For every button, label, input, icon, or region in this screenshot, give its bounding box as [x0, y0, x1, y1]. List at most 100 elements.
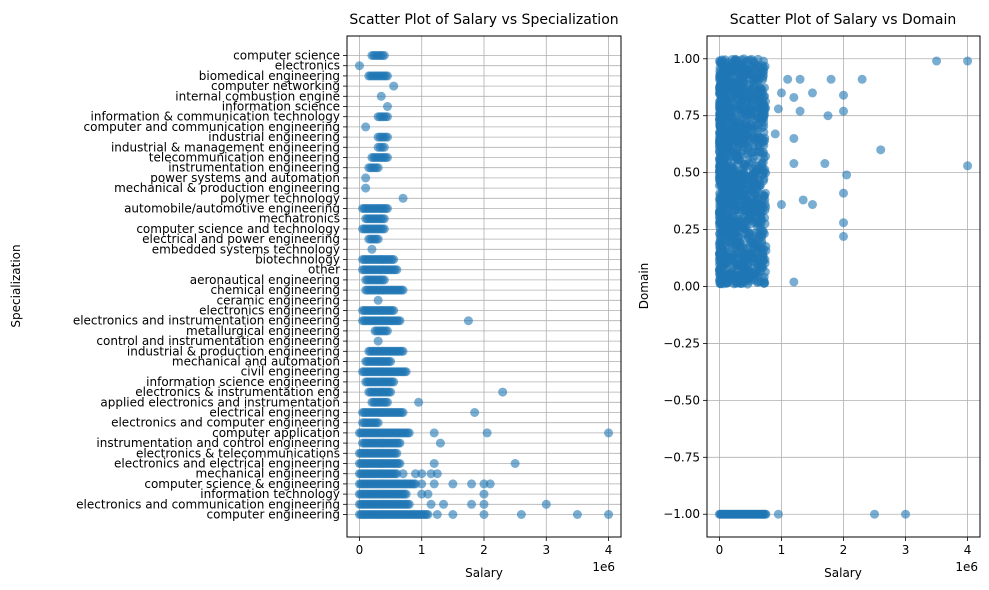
data-point [426, 499, 436, 509]
data-point [776, 200, 786, 210]
y-tick-label: electronics and computer engineering [111, 416, 340, 430]
data-point [795, 106, 805, 116]
data-point [839, 188, 848, 198]
data-point [752, 74, 762, 84]
x-tick-label: 1 [778, 543, 786, 557]
data-point [740, 69, 750, 79]
data-point [739, 60, 749, 70]
domain-y-axis-label: Domain [637, 263, 651, 310]
data-point [398, 469, 408, 479]
data-point [870, 509, 880, 519]
data-point [395, 438, 405, 448]
data-point [373, 336, 383, 346]
data-point [498, 387, 508, 397]
data-point [398, 285, 408, 295]
data-point [401, 367, 411, 377]
x-tick-label: 4 [605, 543, 613, 557]
y-tick-label: electronics & telecommunications [136, 446, 340, 460]
data-point [741, 230, 751, 240]
data-point [382, 153, 392, 162]
data-point [373, 295, 383, 305]
data-point [432, 510, 442, 519]
data-point [392, 448, 402, 458]
data-point [714, 168, 724, 178]
y-tick-label: mechanical and automation [172, 355, 340, 369]
x-tick-label: 3 [542, 543, 550, 557]
data-point [732, 147, 742, 157]
data-point [435, 438, 445, 448]
data-point [417, 489, 427, 499]
data-point [876, 145, 886, 155]
data-point [759, 191, 769, 201]
specialization-x-offset-label: 1e6 [592, 560, 615, 574]
data-point [776, 88, 786, 98]
y-tick-label: internal combustion engine [175, 89, 340, 103]
data-point [404, 428, 414, 438]
data-point [839, 90, 848, 100]
data-point [382, 326, 392, 336]
data-point [751, 93, 761, 103]
data-point [750, 267, 760, 277]
data-point [398, 193, 408, 203]
data-point [857, 74, 867, 84]
data-point [760, 267, 770, 277]
data-point [398, 346, 408, 356]
domain-x-offset-label: 1e6 [955, 560, 978, 574]
data-point [770, 129, 780, 139]
y-tick-label: mechanical & production engineering [114, 181, 340, 195]
y-tick-label: −0.25 [663, 336, 700, 350]
data-point [361, 173, 371, 183]
y-tick-label: civil engineering [241, 365, 340, 379]
data-point [715, 177, 725, 187]
x-tick-label: 0 [356, 543, 364, 557]
y-tick-label: 0.00 [673, 280, 700, 294]
data-point [389, 81, 399, 91]
data-point [737, 96, 747, 106]
y-tick-label: −0.75 [663, 450, 700, 464]
data-point [389, 255, 399, 264]
x-tick-label: 4 [964, 543, 972, 557]
data-point [798, 195, 808, 205]
data-point [429, 459, 439, 468]
data-point [354, 61, 364, 71]
data-point [716, 71, 726, 81]
data-point [738, 197, 748, 207]
data-point [795, 74, 805, 84]
y-tick-label: electrical engineering [209, 406, 340, 420]
domain-y-ticks: −1.00 −0.75 −0.50 −0.25 0.00 0.25 0.50 0.75 1.00 [663, 52, 707, 521]
data-point [432, 469, 442, 479]
data-point [479, 489, 489, 499]
data-point [382, 204, 392, 213]
data-point [737, 276, 747, 286]
y-tick-label: biotechnology [255, 253, 340, 267]
data-point [746, 120, 756, 130]
y-tick-label: electrical and power engineering [142, 232, 340, 246]
data-point [728, 120, 738, 130]
y-tick-label: 0.75 [673, 109, 700, 123]
data-point [720, 81, 730, 91]
data-point [379, 214, 389, 224]
data-point [758, 98, 768, 108]
data-point [429, 479, 439, 489]
y-tick-label: applied electronics and instrumentation [100, 395, 340, 409]
y-tick-label: electronics and electrical engineering [114, 457, 340, 471]
y-tick-label: mechanical engineering [196, 467, 340, 481]
y-tick-label: instrumentation and control engineering [96, 436, 340, 450]
data-point [755, 199, 765, 209]
y-tick-label: power systems and automation [150, 171, 340, 185]
data-point [842, 170, 852, 180]
data-point [758, 176, 768, 186]
data-point [715, 250, 725, 260]
data-point [760, 164, 770, 174]
y-tick-label: telecommunication engineering [149, 151, 340, 165]
y-tick-label: ceramic engineering [216, 293, 340, 307]
data-point [382, 71, 392, 81]
data-point [379, 224, 389, 234]
data-point [783, 74, 793, 84]
data-point [750, 217, 760, 227]
data-point [718, 136, 728, 146]
data-point [739, 249, 749, 259]
data-point [463, 316, 473, 326]
y-tick-label: computer application [212, 426, 340, 440]
data-point [757, 236, 767, 246]
